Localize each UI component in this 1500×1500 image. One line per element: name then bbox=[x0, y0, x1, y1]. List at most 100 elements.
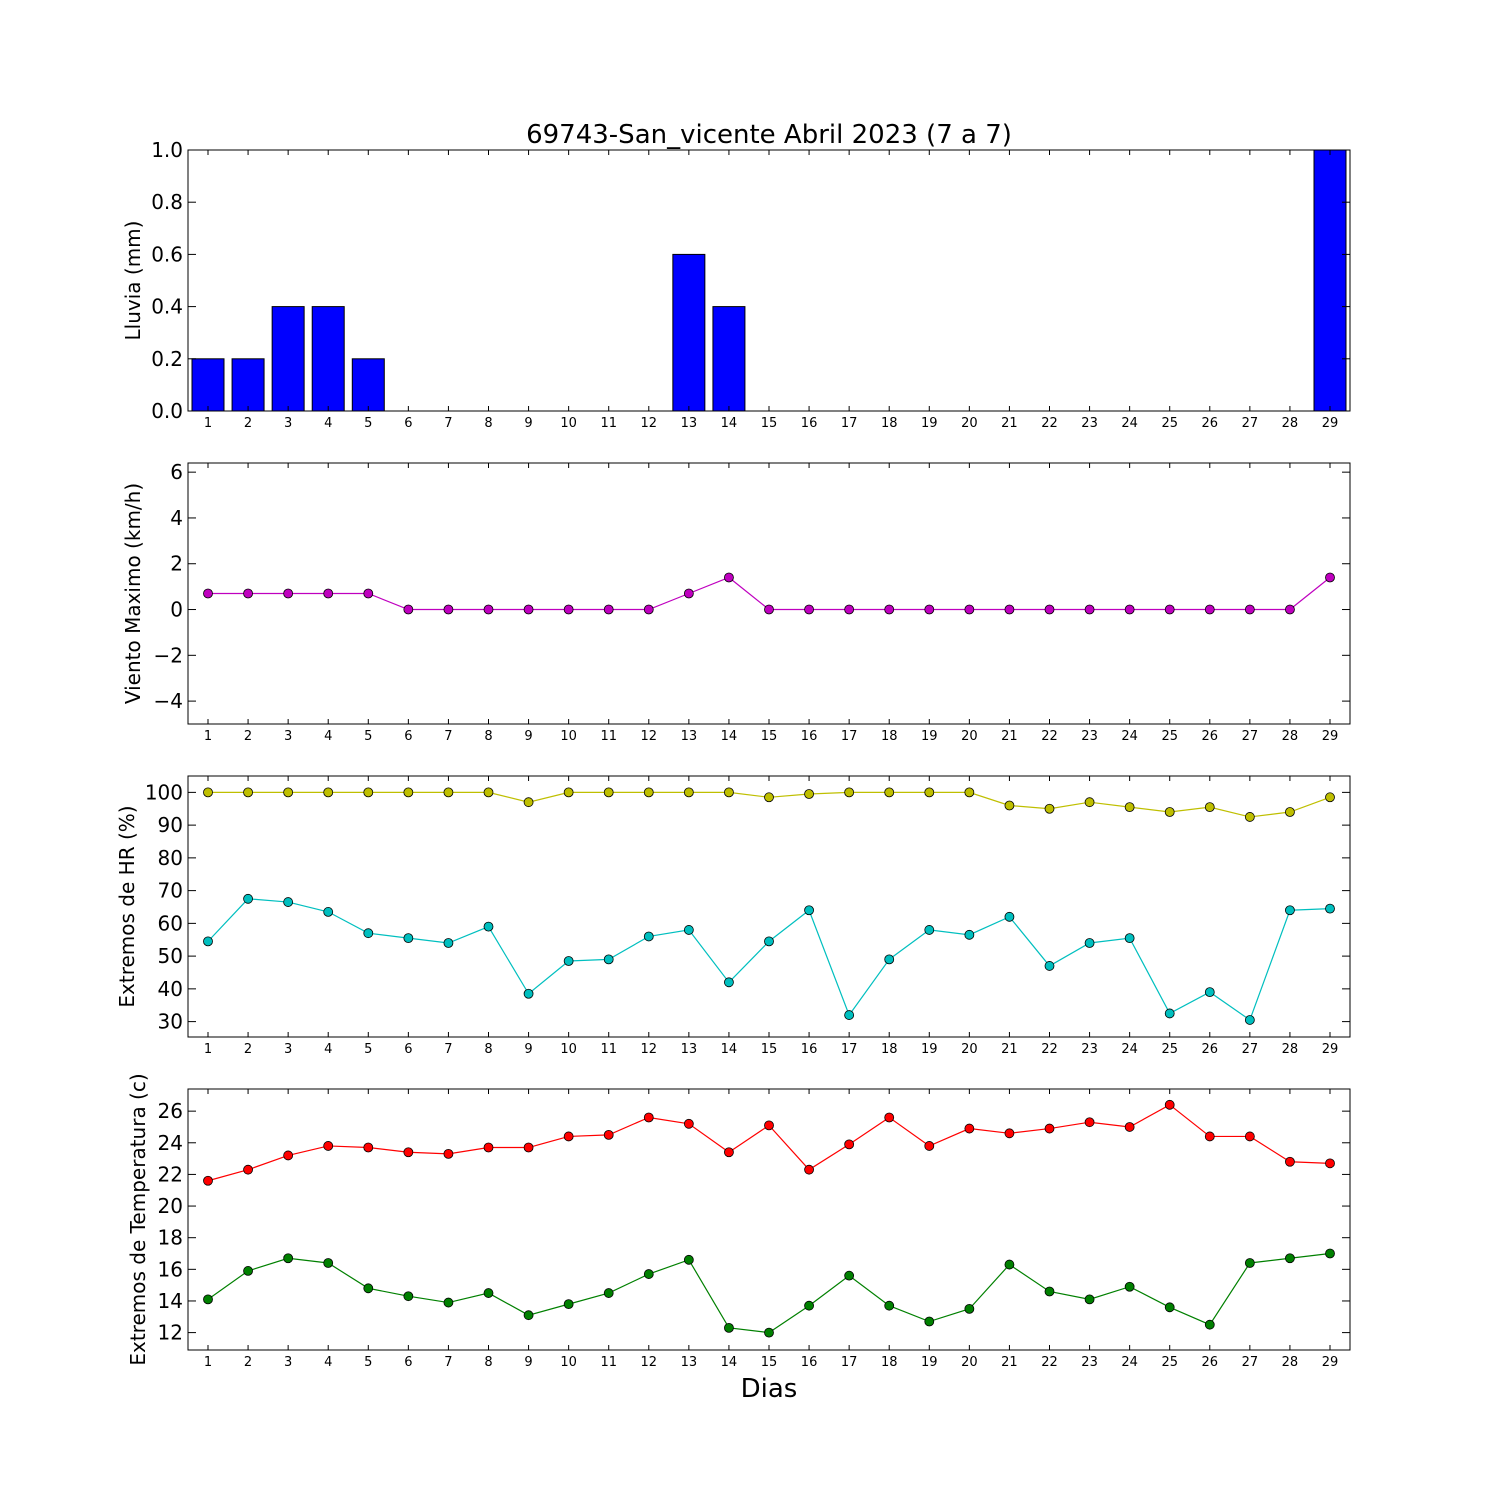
bar-day-2 bbox=[231, 358, 265, 412]
subplots: 1 2 3 4 5 6 7 8 9 10 11 12 13 14 15 16 17 18 19 20 21 22 23 24 2… bbox=[115, 138, 1351, 1370]
point-series-1-day-16 bbox=[804, 604, 814, 615]
point-series-1-day-20 bbox=[964, 604, 975, 615]
point-series-2-day-9 bbox=[523, 1310, 534, 1321]
point-series-2-day-21 bbox=[1004, 911, 1015, 922]
point-series-2-day-1 bbox=[203, 936, 213, 947]
x-tick-label: 23 bbox=[1081, 729, 1098, 744]
x-tick-label: 12 bbox=[641, 1042, 658, 1057]
x-tick-label: 22 bbox=[1041, 416, 1058, 431]
x-tick-label: 7 bbox=[444, 729, 452, 744]
x-tick-label: 17 bbox=[841, 416, 858, 431]
x-tick-label: 13 bbox=[681, 1355, 698, 1370]
x-tick-label: 12 bbox=[641, 1355, 658, 1370]
point-series-1-day-3 bbox=[283, 787, 294, 798]
x-tick-label: 20 bbox=[961, 729, 978, 744]
x-tick-label: 8 bbox=[484, 1042, 492, 1057]
point-series-2-day-7 bbox=[443, 1297, 454, 1308]
x-tick-label: 17 bbox=[841, 1355, 858, 1370]
point-series-1-day-9 bbox=[523, 797, 534, 808]
y-tick-label: 6 bbox=[170, 460, 183, 484]
point-series-2-day-28 bbox=[1285, 905, 1295, 916]
x-tick-label: 7 bbox=[444, 1355, 452, 1370]
point-series-1-day-22 bbox=[1044, 1123, 1055, 1134]
x-tick-label: 22 bbox=[1041, 729, 1058, 744]
point-series-1-day-7 bbox=[443, 787, 454, 798]
x-tick-label: 1 bbox=[204, 1355, 212, 1370]
point-series-1-day-23 bbox=[1084, 797, 1095, 808]
x-tick-label: 4 bbox=[324, 1042, 332, 1057]
point-series-2-day-29 bbox=[1325, 903, 1335, 914]
x-tick-label: 25 bbox=[1161, 729, 1178, 744]
x-tick-label: 12 bbox=[641, 416, 658, 431]
panel-1: 1 2 3 4 5 6 7 8 9 10 11 12 13 14 15 16 17 18 19 20 21 22 23 24 2… bbox=[121, 138, 1351, 431]
point-series-2-day-6 bbox=[403, 1291, 414, 1302]
y-tick-label: 2 bbox=[170, 552, 183, 576]
point-series-1-day-1 bbox=[203, 588, 213, 599]
y-tick-label: −4 bbox=[154, 689, 183, 713]
point-series-1-day-14 bbox=[724, 787, 734, 798]
x-tick-label: 21 bbox=[1001, 1042, 1018, 1057]
point-series-1-day-25 bbox=[1164, 604, 1175, 615]
point-series-1-day-17 bbox=[844, 1139, 855, 1150]
point-series-2-day-5 bbox=[363, 928, 374, 939]
x-tick-label: 26 bbox=[1202, 729, 1219, 744]
point-series-1-day-21 bbox=[1004, 604, 1015, 615]
x-tick-label: 24 bbox=[1121, 1355, 1138, 1370]
point-series-2-day-4 bbox=[323, 907, 334, 917]
point-series-2-day-18 bbox=[884, 954, 895, 965]
x-tick-label: 27 bbox=[1242, 416, 1259, 431]
x-tick-label: 5 bbox=[364, 1042, 372, 1057]
point-series-1-day-1 bbox=[203, 787, 213, 798]
bar-day-13 bbox=[672, 253, 706, 412]
point-series-1-day-6 bbox=[403, 604, 414, 615]
x-tick-label: 17 bbox=[841, 1042, 858, 1057]
x-tick-label: 24 bbox=[1121, 416, 1138, 431]
series-line-2 bbox=[207, 1252, 1331, 1334]
y-tick-label: 60 bbox=[158, 911, 183, 935]
point-series-1-day-27 bbox=[1244, 1131, 1255, 1142]
point-series-1-day-26 bbox=[1204, 802, 1215, 813]
x-tick-label: 4 bbox=[324, 1355, 332, 1370]
point-series-2-day-27 bbox=[1244, 1258, 1255, 1268]
point-series-2-day-25 bbox=[1164, 1008, 1175, 1019]
point-series-2-day-14 bbox=[724, 1322, 734, 1333]
x-tick-label: 16 bbox=[801, 1042, 818, 1057]
x-tick-label: 11 bbox=[600, 416, 617, 431]
point-series-1-day-8 bbox=[483, 604, 494, 615]
x-tick-label: 14 bbox=[721, 1042, 738, 1057]
x-tick-label: 18 bbox=[881, 1355, 898, 1370]
x-tick-label: 11 bbox=[600, 1042, 617, 1057]
panel-4: 1 2 3 4 5 6 7 8 9 10 11 12 13 14 15 16 17 18 19 20 21 22 23 24 2… bbox=[126, 1073, 1351, 1370]
point-series-1-day-19 bbox=[924, 1141, 935, 1151]
bar-day-3 bbox=[271, 306, 305, 412]
x-tick-label: 12 bbox=[641, 729, 658, 744]
point-series-1-day-26 bbox=[1204, 1131, 1215, 1142]
point-series-2-day-2 bbox=[243, 1266, 253, 1276]
x-tick-label: 15 bbox=[761, 1355, 778, 1370]
y-tick-label: 0.8 bbox=[151, 190, 183, 214]
x-tick-label: 19 bbox=[921, 1042, 938, 1057]
x-tick-label: 27 bbox=[1242, 729, 1259, 744]
x-tick-label: 10 bbox=[560, 729, 577, 744]
x-tick-label: 16 bbox=[801, 416, 818, 431]
x-tick-label: 28 bbox=[1282, 1355, 1299, 1370]
x-tick-label: 27 bbox=[1242, 1042, 1259, 1057]
point-series-1-day-17 bbox=[844, 787, 855, 798]
point-series-1-day-22 bbox=[1044, 803, 1055, 814]
y-tick-label: 20 bbox=[158, 1194, 183, 1218]
point-series-2-day-19 bbox=[924, 1316, 935, 1327]
y-tick-label: 22 bbox=[158, 1162, 183, 1186]
x-tick-label: 26 bbox=[1202, 1355, 1219, 1370]
x-tick-label: 9 bbox=[524, 729, 532, 744]
bar-day-1 bbox=[191, 358, 225, 412]
point-series-1-day-18 bbox=[884, 787, 895, 798]
x-tick-label: 29 bbox=[1322, 1355, 1339, 1370]
point-series-2-day-21 bbox=[1004, 1259, 1015, 1270]
x-tick-label: 9 bbox=[524, 416, 532, 431]
point-series-1-day-25 bbox=[1164, 807, 1175, 817]
x-tick-label: 13 bbox=[681, 729, 698, 744]
point-series-1-day-10 bbox=[563, 787, 574, 798]
point-series-2-day-20 bbox=[964, 929, 975, 940]
x-tick-label: 2 bbox=[244, 1355, 252, 1370]
x-tick-label: 10 bbox=[560, 416, 577, 431]
